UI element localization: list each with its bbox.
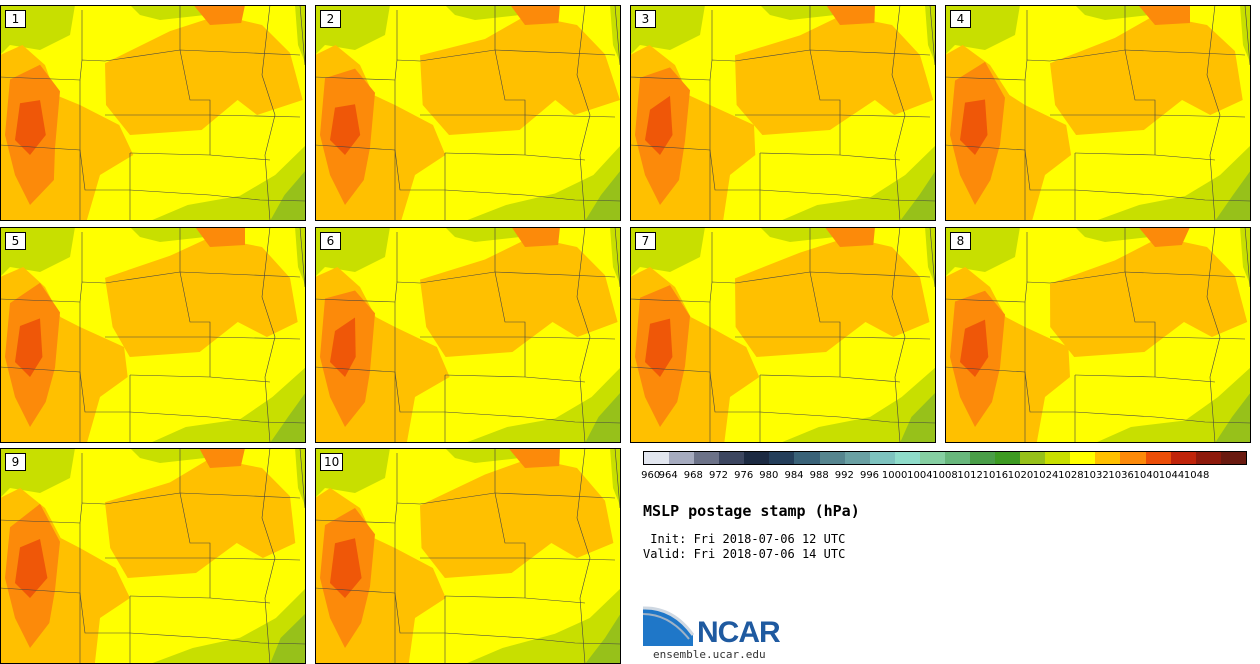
ensemble-url: ensemble.ucar.edu (653, 648, 766, 661)
colorbar-swatch (819, 452, 845, 464)
colorbar-swatch (894, 452, 920, 464)
colorbar-tick-label: 992 (834, 470, 854, 481)
colorbar-swatch (1070, 452, 1096, 464)
colorbar-swatch (844, 452, 870, 464)
colorbar-swatch (694, 452, 720, 464)
colorbar-swatch (769, 452, 795, 464)
colorbar-tick-label: 980 (759, 470, 779, 481)
member-number-label: 4 (950, 10, 971, 28)
colorbar-tick-label: 964 (658, 470, 678, 481)
ensemble-member-panel: 4 (945, 5, 1251, 221)
member-number-label: 7 (635, 232, 656, 250)
colorbar-swatch (919, 452, 945, 464)
colorbar-swatch (669, 452, 695, 464)
colorbar-swatch (1145, 452, 1171, 464)
colorbar-swatch (744, 452, 770, 464)
ensemble-member-panel: 6 (315, 227, 621, 443)
colorbar-tick-labels: 960 964 968 972 976 980 984 988 992 996 1000 1004 10… (641, 470, 1247, 484)
member-number-label: 6 (320, 232, 341, 250)
ensemble-member-panel: 5 (0, 227, 306, 443)
colorbar-swatch (1120, 452, 1146, 464)
colorbar-tick-label: 1044 (1158, 470, 1185, 481)
colorbar-swatch (1170, 452, 1196, 464)
colorbar-swatch (1045, 452, 1071, 464)
colorbar-swatch (1220, 452, 1246, 464)
ensemble-member-panel: 8 (945, 227, 1251, 443)
valid-time: Valid: Fri 2018-07-06 14 UTC (643, 547, 846, 561)
colorbar-tick-label: 1024 (1032, 470, 1059, 481)
ncar-logo-icon (643, 606, 695, 646)
colorbar-swatch (1195, 452, 1221, 464)
colorbar-swatch (1020, 452, 1046, 464)
ensemble-member-panel: 10 (315, 448, 621, 664)
mslp-colorbar (643, 451, 1247, 465)
colorbar-tick-label: 1032 (1083, 470, 1109, 481)
colorbar-tick-label: 1008 (932, 470, 958, 481)
colorbar-tick-label: 972 (708, 470, 729, 481)
member-number-label: 1 (5, 10, 26, 28)
colorbar-tick-label: 976 (734, 470, 754, 481)
colorbar-tick-label: 996 (859, 470, 880, 481)
member-number-label: 9 (5, 453, 26, 471)
member-number-label: 2 (320, 10, 341, 28)
member-number-label: 8 (950, 232, 971, 250)
colorbar-tick-label: 984 (784, 470, 804, 481)
colorbar-tick-label: 960 (641, 470, 661, 481)
colorbar-swatch (1095, 452, 1121, 464)
init-time: Init: Fri 2018-07-06 12 UTC (643, 532, 846, 546)
colorbar-tick-label: 1020 (1007, 470, 1034, 481)
colorbar-tick-label: 1000 (881, 470, 908, 481)
colorbar-tick-label: 1048 (1183, 470, 1210, 481)
member-number-label: 3 (635, 10, 656, 28)
colorbar-tick-label: 968 (683, 470, 703, 481)
member-number-label: 10 (320, 453, 344, 471)
colorbar-tick-label: 988 (809, 470, 829, 481)
ensemble-member-panel: 3 (630, 5, 936, 221)
ensemble-member-panel: 1 (0, 5, 306, 221)
colorbar-tick-label: 1040 (1133, 470, 1160, 481)
ncar-logo-text: NCAR (697, 616, 781, 649)
colorbar-tick-label: 1036 (1108, 470, 1134, 481)
member-number-label: 5 (5, 232, 26, 250)
ensemble-member-panel: 2 (315, 5, 621, 221)
colorbar-swatch (719, 452, 745, 464)
ensemble-member-panel: 7 (630, 227, 936, 443)
colorbar-swatch (944, 452, 971, 464)
colorbar-swatch (995, 452, 1021, 464)
colorbar-swatch (869, 452, 895, 464)
colorbar-tick-label: 1016 (982, 470, 1009, 481)
colorbar-swatch (794, 452, 820, 464)
plot-title: MSLP postage stamp (hPa) (643, 502, 860, 520)
colorbar-tick-label: 1004 (907, 470, 933, 481)
colorbar-tick-label: 1028 (1058, 470, 1084, 481)
colorbar-swatch (644, 452, 670, 464)
colorbar-tick-label: 1012 (957, 470, 983, 481)
ensemble-member-panel: 9 (0, 448, 306, 664)
colorbar-swatch (970, 452, 996, 464)
